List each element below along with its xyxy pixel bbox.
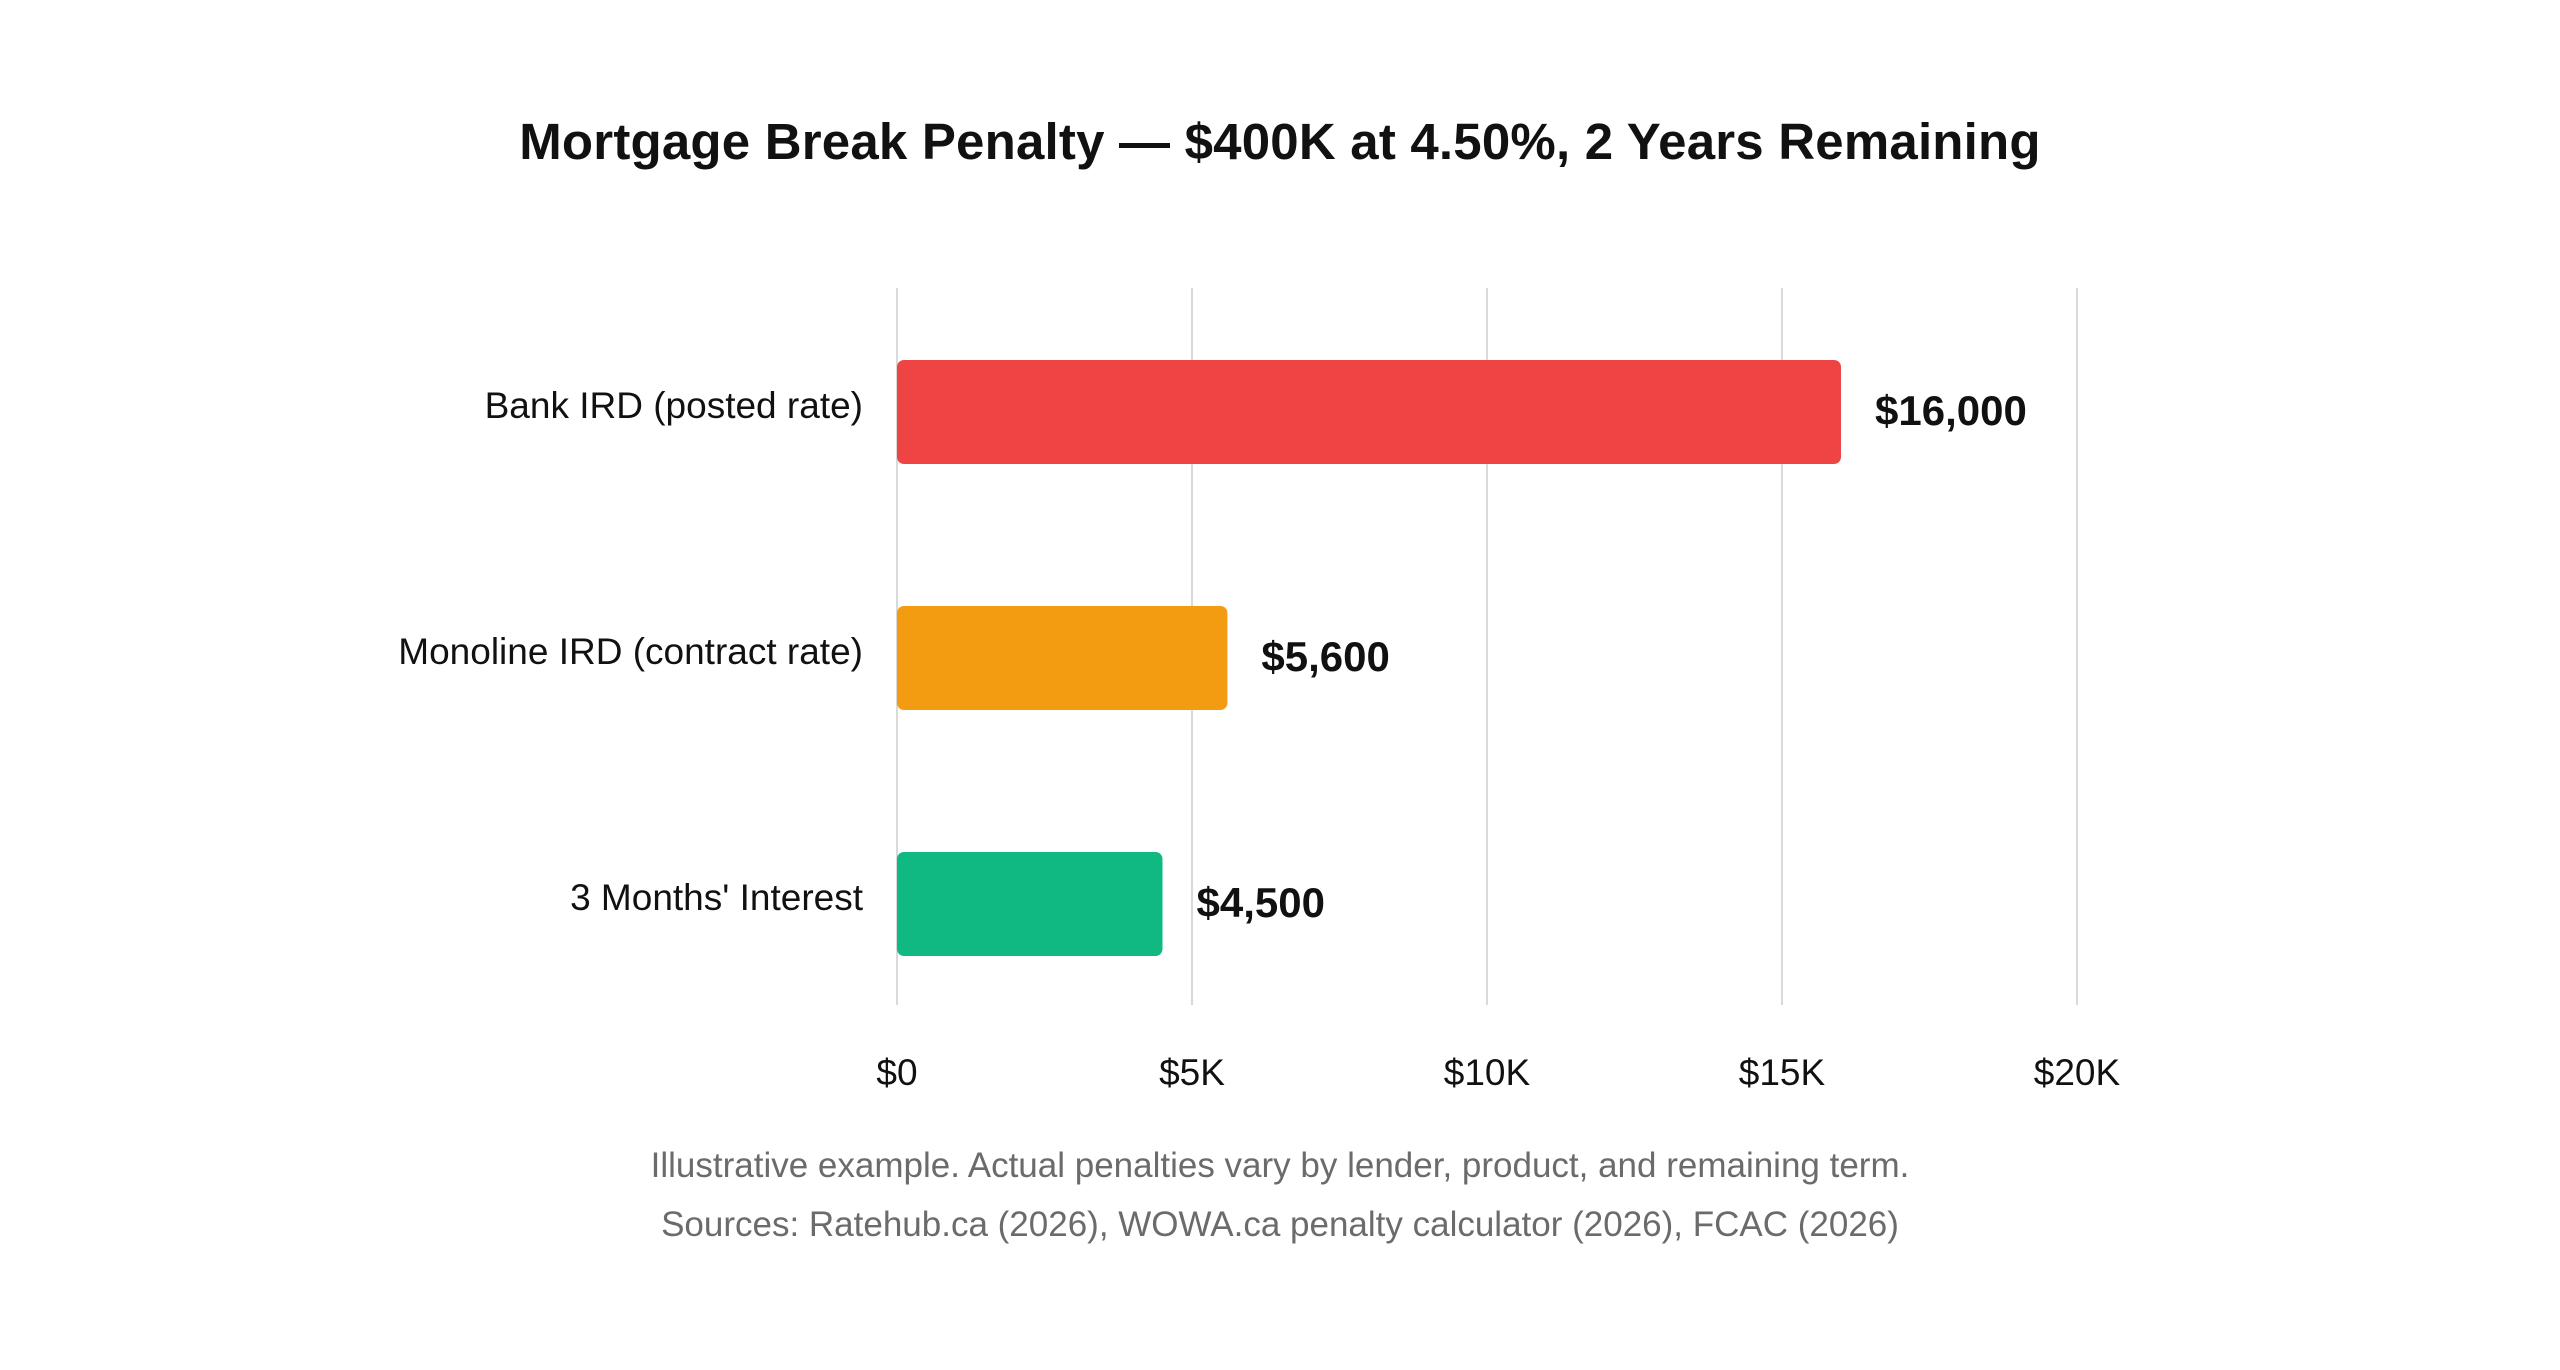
bar — [897, 606, 1228, 710]
bar — [897, 360, 1841, 464]
value-labels: $16,000 $5,600 $4,500 — [1197, 387, 2027, 926]
x-tick-label: $5K — [1159, 1052, 1225, 1093]
x-tick-label: $10K — [1444, 1052, 1531, 1093]
category-labels: Bank IRD (posted rate) Monoline IRD (cont… — [398, 385, 863, 918]
category-label: 3 Months' Interest — [570, 877, 864, 918]
x-tick-label: $15K — [1739, 1052, 1826, 1093]
category-label: Monoline IRD (contract rate) — [398, 631, 863, 672]
bar — [897, 852, 1163, 956]
sources-note: Sources: Ratehub.ca (2026), WOWA.ca pena… — [661, 1205, 1899, 1244]
bars — [897, 360, 1841, 956]
category-label: Bank IRD (posted rate) — [485, 385, 863, 426]
x-tick-label: $0 — [876, 1052, 917, 1093]
value-label: $4,500 — [1197, 879, 1325, 926]
x-axis-tick-labels: $0 $5K $10K $15K $20K — [876, 1052, 2120, 1093]
chart-title: Mortgage Break Penalty — $400K at 4.50%,… — [519, 113, 2041, 170]
value-label: $5,600 — [1261, 633, 1389, 680]
x-tick-label: $20K — [2034, 1052, 2121, 1093]
illustrative-note: Illustrative example. Actual penalties v… — [650, 1146, 1910, 1185]
value-label: $16,000 — [1875, 387, 2027, 434]
